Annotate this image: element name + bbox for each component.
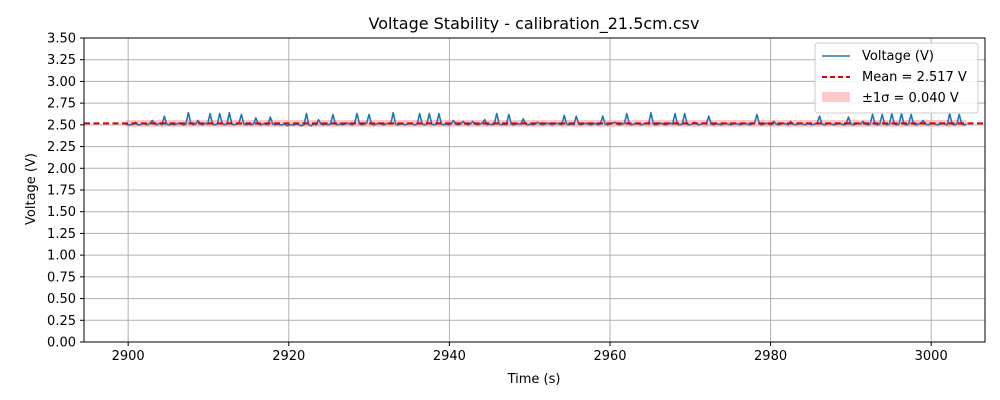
- y-tick-label: 1.00: [47, 249, 76, 264]
- y-tick-label: 2.25: [47, 140, 76, 155]
- y-tick-label: 1.75: [47, 184, 76, 199]
- y-tick-label: 3.25: [47, 53, 76, 68]
- y-axis-label: Voltage (V): [24, 153, 39, 225]
- x-tick-label: 2920: [272, 349, 305, 364]
- y-tick-label: 0.75: [47, 270, 76, 285]
- y-tick-label: 2.75: [47, 97, 76, 112]
- x-tick-label: 2960: [593, 349, 626, 364]
- y-tick-label: 3.50: [47, 32, 76, 47]
- x-tick-label: 2940: [433, 349, 466, 364]
- y-tick-label: 0.50: [47, 292, 76, 307]
- x-axis-ticks: 2900 2920 2940 2960 2980 3000: [112, 342, 948, 364]
- x-tick-label: 2900: [112, 349, 145, 364]
- y-tick-label: 1.50: [47, 205, 76, 220]
- x-tick-label: 3000: [915, 349, 948, 364]
- y-tick-label: 2.50: [47, 118, 76, 133]
- legend-box: [814, 42, 979, 114]
- legend-band-label: ±1σ = 0.040 V: [862, 91, 959, 106]
- y-tick-label: 1.25: [47, 227, 76, 242]
- chart-title: Voltage Stability - calibration_21.5cm.c…: [369, 14, 700, 34]
- y-tick-label: 2.00: [47, 162, 76, 177]
- legend-mean-label: Mean = 2.517 V: [862, 70, 967, 85]
- legend-voltage-label: Voltage (V): [862, 49, 934, 64]
- y-tick-label: 3.00: [47, 75, 76, 90]
- legend-band-swatch: [822, 92, 850, 102]
- y-axis-ticks: 0.00 0.25 0.50 0.75 1.00 1.25 1.50 1.75 2.00 2.25…: [47, 32, 84, 351]
- x-axis-label: Time (s): [507, 372, 561, 387]
- legend: Voltage (V) Mean = 2.517 V ±1σ = 0.040 V: [814, 42, 979, 114]
- y-tick-label: 0.00: [47, 336, 76, 351]
- x-tick-label: 2980: [754, 349, 787, 364]
- y-tick-label: 0.25: [47, 314, 76, 329]
